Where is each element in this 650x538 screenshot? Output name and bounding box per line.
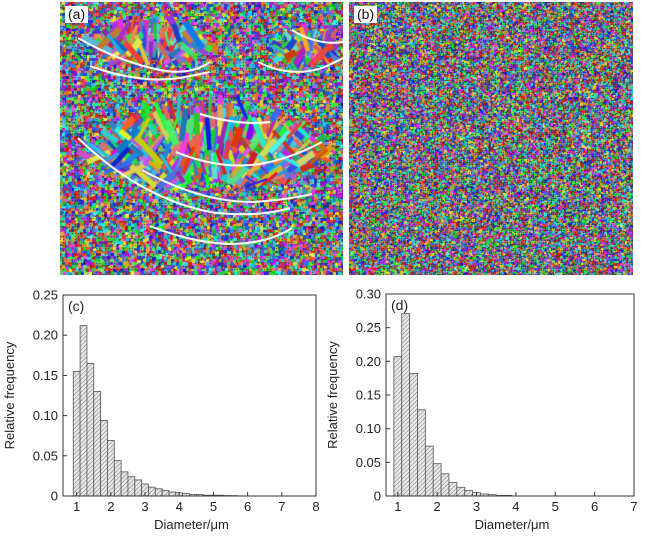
y-axis-label: Relative frequency: [325, 341, 340, 449]
x-tick-label: 4: [512, 499, 519, 514]
y-tick-label: 0.05: [33, 448, 58, 463]
histogram-bar: [424, 445, 434, 497]
x-tick-label: 2: [107, 499, 114, 514]
boundary-line: [199, 113, 271, 124]
histogram-bar: [401, 313, 411, 497]
x-tick-label: 6: [244, 499, 251, 514]
micrograph-a: (a): [60, 2, 343, 275]
histogram-bar: [93, 391, 102, 497]
x-tick-label: 7: [278, 499, 285, 514]
boundary-line: [291, 29, 343, 44]
melt-pool-boundaries: [77, 29, 343, 246]
y-axis-label: Relative frequency: [2, 341, 17, 449]
boundary-line: [89, 65, 211, 81]
y-tick-label: 0.10: [356, 421, 381, 436]
panel-label-b: (b): [354, 6, 378, 23]
histogram-c: 1 2 3 4 5 6 7 8 0 0.05 0.10 0.15 0.20 0.25 Diameter/μm…: [2, 288, 320, 533]
histogram-bar: [168, 491, 177, 497]
histogram-bar: [432, 463, 442, 497]
boundary-line: [149, 225, 293, 246]
histogram-bar: [440, 473, 450, 497]
histogram-bar: [154, 488, 163, 497]
x-tick-label: 5: [552, 499, 559, 514]
x-tick-label: 6: [591, 499, 598, 514]
y-tick-label: 0.20: [356, 354, 381, 369]
y-tick-label: 0: [374, 489, 381, 504]
x-tick-label: 8: [312, 499, 319, 514]
x-axis-label: Diameter/μm: [475, 517, 550, 532]
y-tick-label: 0.10: [33, 408, 58, 423]
histogram-bar: [148, 486, 156, 497]
histogram-bar: [448, 482, 458, 497]
x-tick-label: 2: [434, 499, 441, 514]
plot-frame: [62, 294, 317, 497]
panel-label-a: (a): [65, 6, 89, 23]
histogram-bar: [79, 325, 88, 497]
x-tick-label: 4: [176, 499, 183, 514]
x-axis-label: Diameter/μm: [154, 517, 229, 532]
histogram-bar: [456, 486, 466, 497]
histogram-bar: [127, 476, 136, 497]
y-tick-label: 0.20: [33, 328, 58, 343]
y-tick-label: 0.15: [356, 388, 381, 403]
histogram-bar: [86, 362, 95, 497]
x-tick-label: 3: [141, 499, 148, 514]
histogram-d: 1 2 3 4 5 6 7 0 0.05 0.10 0.15 0.20 0.25 0.30 Diameter…: [325, 287, 638, 533]
x-tick-label: 3: [473, 499, 480, 514]
y-tick-label: 0.05: [356, 455, 381, 470]
boundary-line: [77, 37, 211, 73]
y-tick-label: 0.25: [33, 288, 58, 303]
histogram-bar: [464, 490, 474, 497]
ebsd-map-b: [349, 2, 633, 275]
boundary-line: [257, 57, 343, 73]
boundary-line: [175, 141, 323, 167]
panel-label: (c): [68, 298, 84, 314]
histogram-bar: [134, 479, 143, 497]
histogram-bar: [100, 420, 108, 497]
y-tick-label: 0.30: [356, 287, 381, 302]
histogram-bar: [107, 440, 115, 497]
histogram-bar: [113, 460, 122, 497]
histogram-bar: [161, 489, 170, 497]
y-tick-label: 0.15: [33, 368, 58, 383]
x-tick-label: 7: [630, 499, 637, 514]
micrograph-b: (b): [349, 2, 633, 275]
y-tick-label: 0: [51, 489, 58, 504]
histogram-bar: [417, 409, 426, 497]
panel-label: (d): [391, 297, 408, 313]
x-tick-label: 1: [73, 499, 80, 514]
x-tick-label: 1: [394, 499, 401, 514]
boundary-line: [77, 137, 291, 216]
x-tick-label: 5: [210, 499, 217, 514]
histogram-bar: [409, 373, 418, 497]
y-tick-label: 0.25: [356, 320, 381, 335]
boundary-line: [141, 169, 313, 204]
histogram-bar: [120, 471, 129, 497]
histogram-bar: [393, 356, 403, 497]
ebsd-map-a: [60, 2, 343, 275]
histogram-bar: [72, 370, 81, 497]
